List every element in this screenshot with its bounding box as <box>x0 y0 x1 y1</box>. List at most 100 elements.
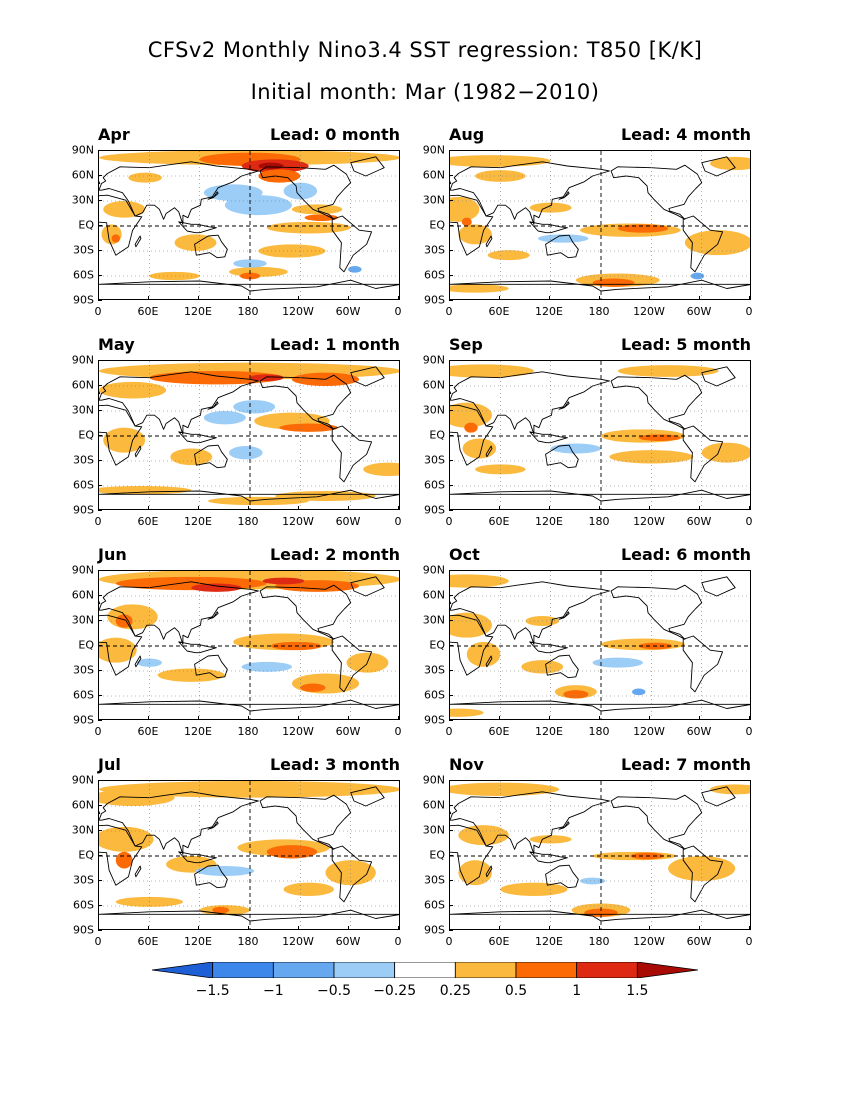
map-plot-area <box>98 570 400 720</box>
anomaly-shading <box>638 434 681 441</box>
coastline-africa <box>450 614 494 676</box>
colorbar-label: 0.5 <box>504 983 528 999</box>
x-tick <box>348 506 349 510</box>
y-tick <box>449 460 453 461</box>
colorbar-segment <box>515 962 578 978</box>
x-tick <box>599 716 600 720</box>
coastline-antarctica <box>450 489 750 502</box>
x-axis-label: 0 <box>394 935 402 948</box>
anomaly-shading <box>111 234 120 243</box>
y-axis-label: EQ <box>78 218 94 232</box>
x-tick <box>348 716 349 720</box>
y-axis-label: 30S <box>424 663 445 677</box>
x-axis-label: 180 <box>588 725 610 738</box>
x-tick <box>348 926 349 930</box>
anomaly-shading <box>487 250 530 261</box>
y-tick <box>98 695 102 696</box>
y-axis-label: 90S <box>424 503 445 517</box>
x-axis-label: 120W <box>282 305 314 318</box>
x-tick <box>449 296 450 300</box>
x-tick <box>298 506 299 510</box>
anomaly-shading <box>538 234 589 243</box>
coastline-north-america <box>259 584 352 640</box>
anomaly-shading <box>239 272 261 280</box>
x-tick <box>599 506 600 510</box>
y-tick <box>98 275 102 276</box>
x-axis-label: 180 <box>237 725 259 738</box>
coastline-madagascar <box>485 865 493 878</box>
panel-lead-label: Lead: 7 month <box>620 755 751 774</box>
x-axis-label: 60W <box>335 725 361 738</box>
coastline-australia <box>194 234 228 259</box>
anomaly-shading <box>157 668 225 682</box>
coastline-africa <box>450 824 494 886</box>
x-axis-label: 60W <box>686 305 712 318</box>
y-tick <box>449 385 453 386</box>
coastline-north-america <box>259 374 352 430</box>
anomaly-shading <box>690 272 705 280</box>
y-tick <box>98 300 102 301</box>
anomaly-shading <box>149 371 284 385</box>
coastline-africa <box>450 194 494 256</box>
y-axis-label: 30N <box>422 613 445 627</box>
y-axis-label: EQ <box>429 848 445 862</box>
y-axis-label: 60S <box>73 688 94 702</box>
panel-month-label: Apr <box>98 125 130 144</box>
y-axis-label: 90N <box>422 773 445 787</box>
y-axis-label: EQ <box>429 218 445 232</box>
coastline-uk <box>99 810 101 815</box>
x-axis-label: 60E <box>137 305 159 318</box>
colorbar-label: −1.5 <box>195 983 230 999</box>
coastline-madagascar <box>485 655 493 668</box>
anomaly-shading <box>149 271 200 281</box>
x-tick <box>699 506 700 510</box>
x-axis-label: 60E <box>488 725 510 738</box>
anomaly-shading <box>450 364 534 378</box>
y-axis-label: 60N <box>71 378 94 392</box>
y-axis-label: 60N <box>422 378 445 392</box>
x-axis-label: 60W <box>686 935 712 948</box>
panel-month-label: Aug <box>449 125 485 144</box>
x-axis-label: 60W <box>686 725 712 738</box>
coastline-antarctica <box>99 279 399 292</box>
anomaly-shading <box>266 845 318 859</box>
coastline-africa <box>99 614 143 676</box>
y-axis-label: 60S <box>424 688 445 702</box>
coastline-south-america <box>331 635 373 693</box>
anomaly-shading <box>304 214 339 221</box>
coastline-indonesia <box>178 641 217 654</box>
colorbar-segment <box>454 962 517 978</box>
x-axis-label: 120E <box>535 305 563 318</box>
coastline-north-america <box>259 164 352 220</box>
anomaly-shading <box>229 446 263 460</box>
anomaly-shading <box>300 683 326 692</box>
anomaly-shading <box>203 411 246 425</box>
coastline-africa <box>99 194 143 256</box>
y-tick <box>449 930 453 931</box>
anomaly-shading <box>191 583 242 592</box>
y-axis-label: 60N <box>71 588 94 602</box>
anomaly-shading <box>684 230 750 256</box>
coastline-europe-asia <box>450 371 610 435</box>
x-axis-label: 180 <box>588 935 610 948</box>
anomaly-shading <box>632 688 646 696</box>
y-tick <box>449 855 453 856</box>
y-axis-label: 60N <box>422 168 445 182</box>
y-axis-label: EQ <box>78 848 94 862</box>
panel-lead-label: Lead: 0 month <box>269 125 400 144</box>
anomaly-shading <box>584 908 618 917</box>
coastline-indonesia <box>178 221 217 234</box>
x-tick <box>248 506 249 510</box>
coastline-europe-asia <box>99 581 259 645</box>
figure-title: CFSv2 Monthly Nino3.4 SST regression: T8… <box>147 38 703 62</box>
colorbar-label: 1.5 <box>626 983 649 999</box>
y-tick <box>98 435 102 436</box>
x-axis-label: 0 <box>94 725 102 738</box>
y-axis-label: 90S <box>73 713 94 727</box>
y-axis-label: 90N <box>71 353 94 367</box>
x-tick <box>348 296 349 300</box>
y-tick <box>449 200 453 201</box>
x-axis-label: 120E <box>184 725 212 738</box>
x-axis-label: 120E <box>535 725 563 738</box>
x-axis-label: 0 <box>745 935 753 948</box>
